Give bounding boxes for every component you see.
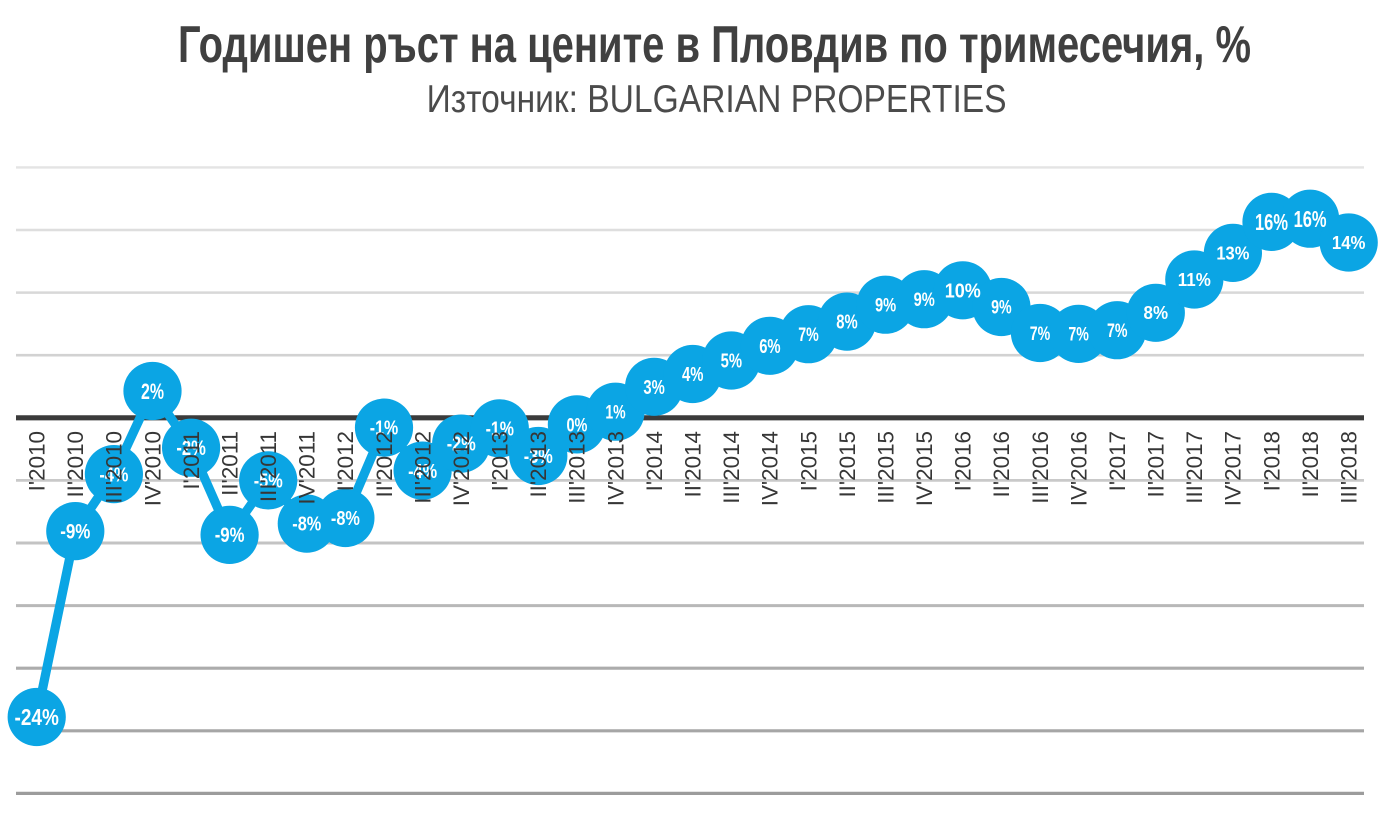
svg-text:7%: 7% xyxy=(1030,324,1051,345)
svg-text:-9%: -9% xyxy=(215,524,245,547)
svg-text:IV'2014: IV'2014 xyxy=(758,431,783,506)
svg-text:III'2015: III'2015 xyxy=(873,431,898,504)
svg-text:I'2011: I'2011 xyxy=(179,431,204,490)
svg-text:III'2016: III'2016 xyxy=(1028,431,1053,504)
svg-text:I'2010: I'2010 xyxy=(25,431,50,491)
svg-text:III'2018: III'2018 xyxy=(1337,431,1362,504)
svg-text:-4%: -4% xyxy=(408,461,437,483)
svg-text:1%: 1% xyxy=(605,402,625,424)
svg-text:9%: 9% xyxy=(875,295,897,317)
svg-text:I'2014: I'2014 xyxy=(642,431,667,491)
svg-text:-3%: -3% xyxy=(524,446,553,468)
svg-text:I'2016: I'2016 xyxy=(951,431,976,491)
svg-text:7%: 7% xyxy=(798,325,819,346)
svg-text:III'2017: III'2017 xyxy=(1182,431,1207,504)
svg-text:0%: 0% xyxy=(566,414,587,436)
svg-text:4%: 4% xyxy=(682,364,704,386)
svg-text:11%: 11% xyxy=(1178,269,1211,290)
svg-text:I'2012: I'2012 xyxy=(333,431,358,491)
svg-text:-8%: -8% xyxy=(331,508,360,530)
svg-text:16%: 16% xyxy=(1255,209,1288,235)
svg-text:III'2012: III'2012 xyxy=(410,431,435,504)
svg-text:7%: 7% xyxy=(1068,325,1089,346)
svg-text:II'2013: II'2013 xyxy=(526,431,551,498)
svg-text:II'2015: II'2015 xyxy=(835,431,860,498)
svg-text:-2%: -2% xyxy=(447,434,476,456)
svg-text:2%: 2% xyxy=(141,379,164,404)
svg-text:Годишен ръст на цените в Пловд: Годишен ръст на цените в Пловдив по трим… xyxy=(178,16,1251,74)
svg-text:3%: 3% xyxy=(643,377,665,399)
svg-text:5%: 5% xyxy=(721,351,743,373)
svg-text:6%: 6% xyxy=(759,336,781,358)
svg-text:16%: 16% xyxy=(1294,206,1327,232)
svg-text:I'2017: I'2017 xyxy=(1105,431,1130,491)
svg-text:II'2011: II'2011 xyxy=(217,431,242,496)
svg-text:13%: 13% xyxy=(1216,242,1249,263)
svg-text:I'2015: I'2015 xyxy=(796,431,821,491)
svg-text:III'2010: III'2010 xyxy=(102,431,127,504)
svg-text:IV'2011: IV'2011 xyxy=(295,431,320,505)
svg-text:14%: 14% xyxy=(1332,233,1366,253)
svg-text:-1%: -1% xyxy=(486,419,514,441)
svg-text:7%: 7% xyxy=(1107,321,1128,342)
svg-text:I'2018: I'2018 xyxy=(1259,431,1284,491)
svg-text:IV'2010: IV'2010 xyxy=(140,431,165,506)
svg-text:Източник: BULGARIAN PROPERTIES: Източник: BULGARIAN PROPERTIES xyxy=(427,78,1007,121)
svg-text:-2%: -2% xyxy=(176,437,206,460)
svg-text:-1%: -1% xyxy=(370,418,398,440)
svg-text:IV'2016: IV'2016 xyxy=(1066,431,1091,506)
svg-text:-24%: -24% xyxy=(15,704,59,730)
svg-text:IV'2015: IV'2015 xyxy=(912,431,937,506)
svg-text:II'2010: II'2010 xyxy=(63,431,88,498)
svg-text:II'2016: II'2016 xyxy=(989,431,1014,498)
svg-text:-5%: -5% xyxy=(254,471,283,493)
svg-text:IV'2012: IV'2012 xyxy=(449,431,474,506)
svg-text:III'2013: III'2013 xyxy=(565,431,590,504)
svg-text:8%: 8% xyxy=(1144,302,1169,323)
svg-text:III'2011: III'2011 xyxy=(256,431,281,502)
svg-text:-9%: -9% xyxy=(60,520,90,544)
svg-text:IV'2013: IV'2013 xyxy=(603,431,628,506)
svg-text:9%: 9% xyxy=(914,289,936,311)
svg-text:-8%: -8% xyxy=(292,514,321,536)
svg-text:II'2018: II'2018 xyxy=(1298,431,1323,498)
svg-text:10%: 10% xyxy=(945,281,981,303)
svg-text:8%: 8% xyxy=(836,312,858,334)
svg-text:II'2014: II'2014 xyxy=(681,431,706,498)
svg-text:II'2012: II'2012 xyxy=(372,431,397,498)
svg-text:-4%: -4% xyxy=(99,464,128,486)
svg-text:IV'2017: IV'2017 xyxy=(1221,431,1246,506)
svg-text:III'2014: III'2014 xyxy=(719,431,744,504)
svg-text:II'2017: II'2017 xyxy=(1144,431,1169,498)
svg-text:9%: 9% xyxy=(991,298,1012,319)
svg-text:I'2013: I'2013 xyxy=(488,431,513,491)
